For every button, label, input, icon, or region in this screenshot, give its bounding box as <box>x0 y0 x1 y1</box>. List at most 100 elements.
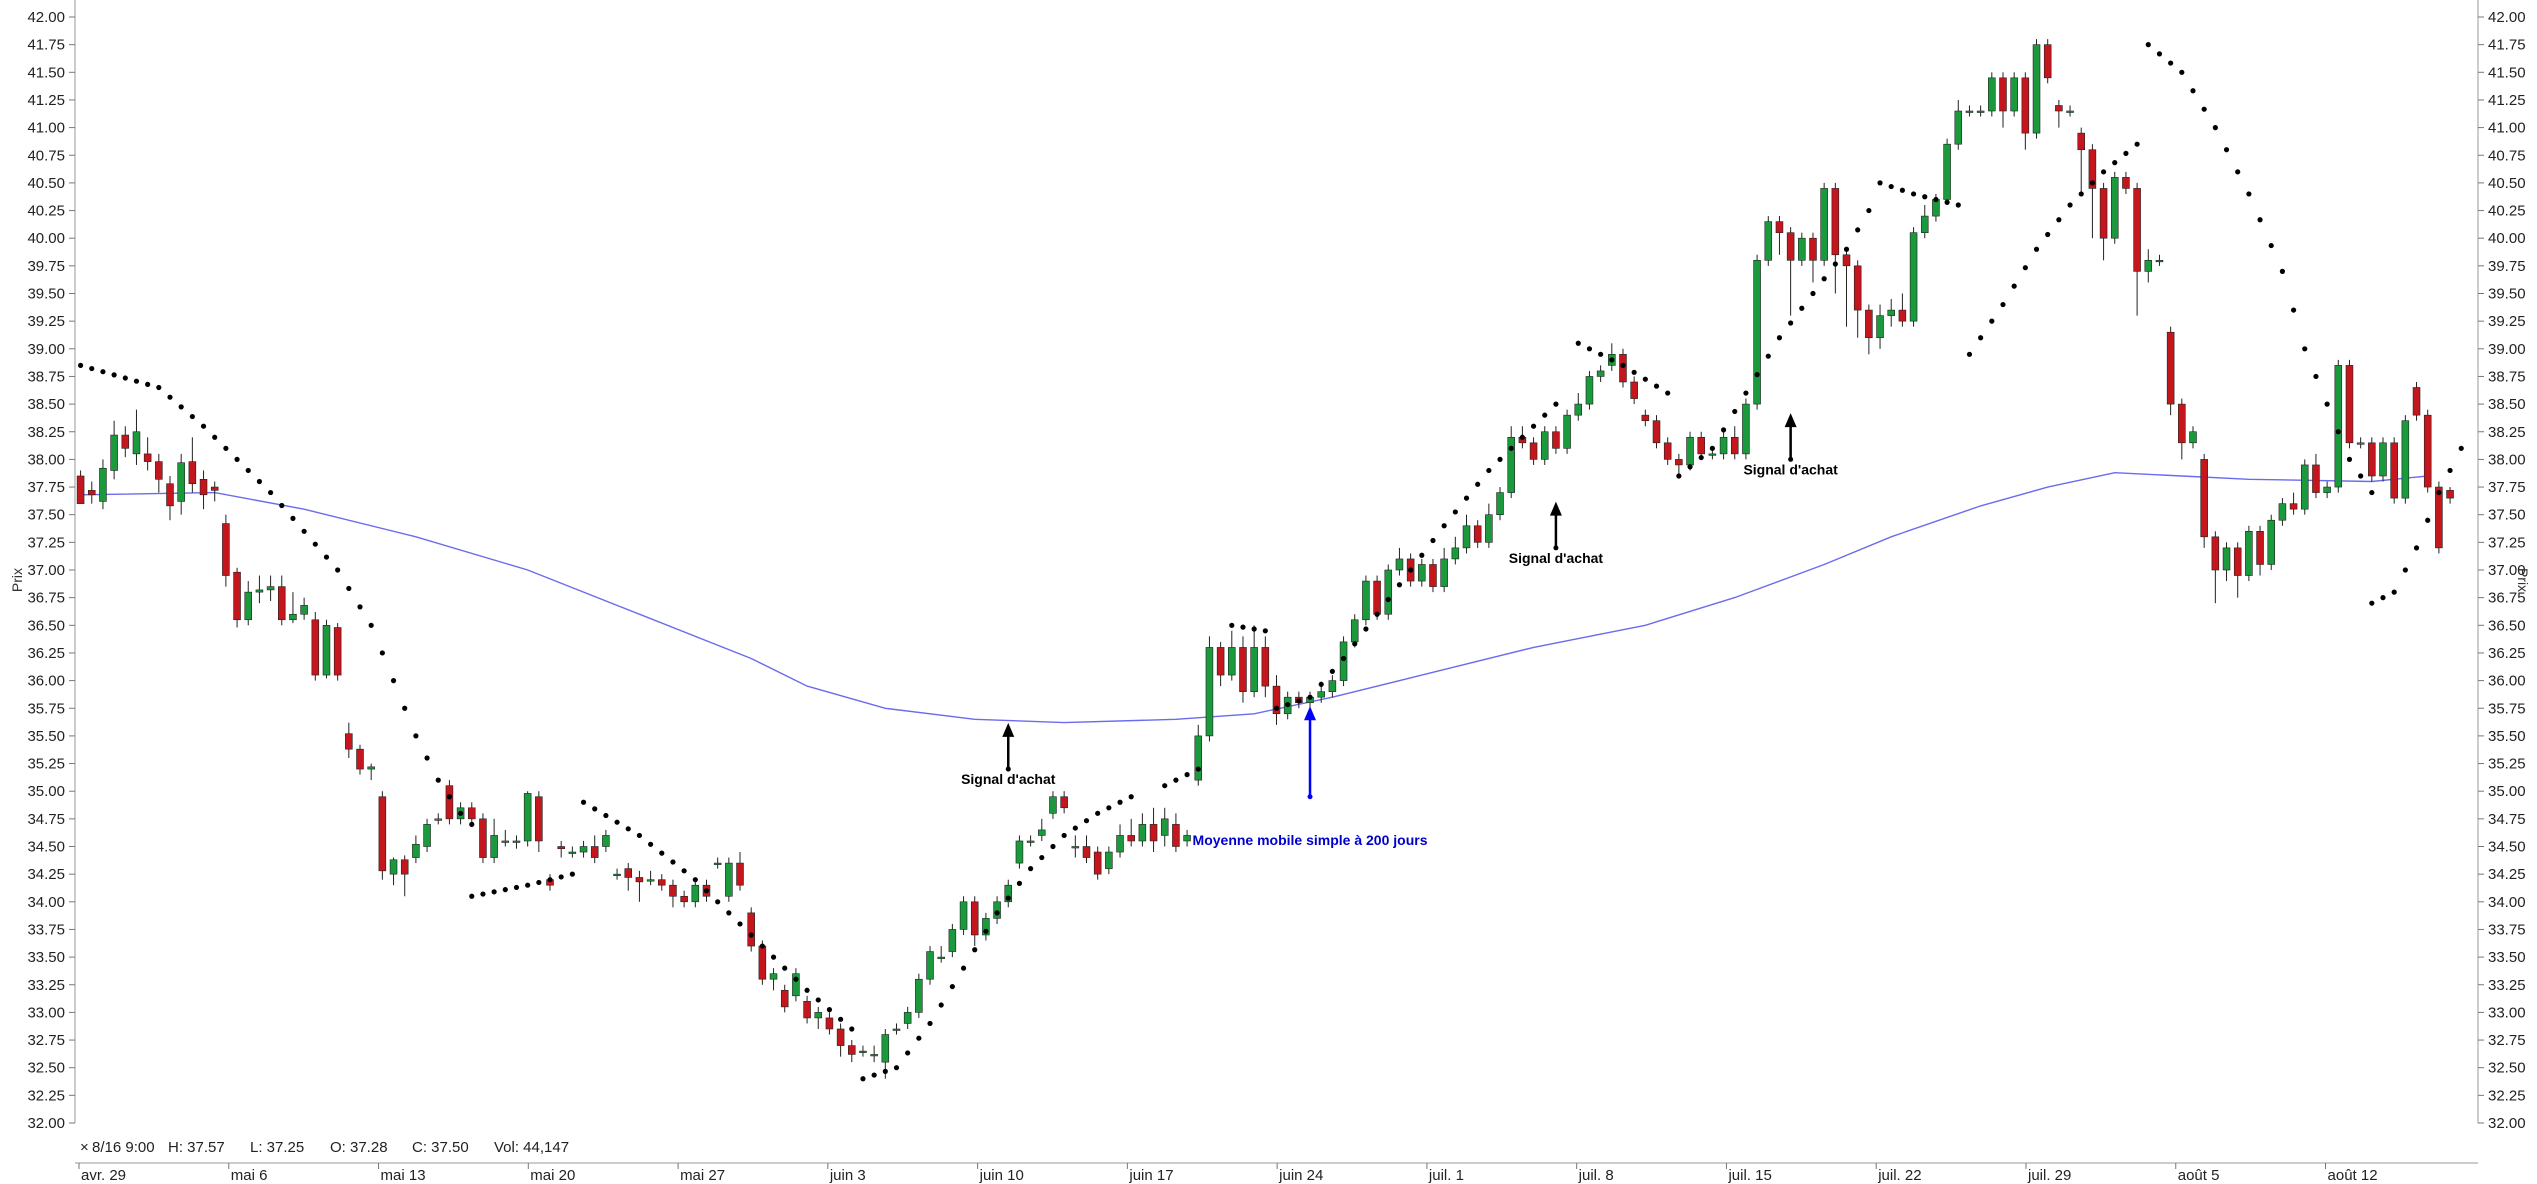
candle <box>859 1045 867 1057</box>
psar-dot <box>189 413 195 420</box>
annotation-arrow-base <box>1005 766 1011 772</box>
y-tick-label-left: 38.75 <box>27 368 65 385</box>
candle <box>1306 691 1314 709</box>
y-tick-label-right: 36.75 <box>2488 590 2526 607</box>
y-tick-label-right: 37.75 <box>2488 479 2526 496</box>
psar-dot <box>1743 390 1749 396</box>
candle-body <box>825 1017 834 1030</box>
candle-body <box>814 1012 823 1019</box>
candle <box>1552 426 1560 454</box>
psar-dot <box>815 997 821 1003</box>
psar-dot <box>793 976 799 982</box>
candle-body <box>1965 110 1974 113</box>
y-tick-label-right: 41.50 <box>2488 64 2526 81</box>
candle-body <box>1730 436 1739 455</box>
candle <box>725 857 733 902</box>
psar-dot <box>2056 217 2062 223</box>
psar-dot <box>1665 390 1671 396</box>
candle <box>1764 216 1773 266</box>
psar-dot <box>1229 622 1235 628</box>
psar-dot <box>1631 369 1637 375</box>
candle-body <box>1473 525 1482 543</box>
candle-body <box>1429 564 1437 587</box>
y-tick-label-left: 35.50 <box>27 728 65 745</box>
psar-dot <box>2022 265 2028 271</box>
candle <box>1440 547 1448 593</box>
y-tick-label-left: 37.00 <box>27 562 65 579</box>
candle <box>445 780 454 825</box>
annotation-arrow-head <box>1304 706 1317 721</box>
candle-body <box>859 1050 867 1053</box>
candle-body <box>535 796 543 842</box>
candle <box>2412 381 2421 421</box>
psar-dot <box>424 755 430 761</box>
candle <box>535 791 543 853</box>
annotation-arrow-head <box>1784 413 1797 428</box>
y-tick-label-right: 38.25 <box>2488 424 2526 441</box>
psar-dot <box>2279 268 2286 274</box>
psar-dot <box>1609 357 1615 363</box>
candle-body <box>1976 110 1985 113</box>
candle-body <box>1194 735 1203 781</box>
candle-body <box>2066 110 2074 113</box>
candle-body <box>613 873 621 876</box>
candle <box>333 623 342 681</box>
candle <box>1820 182 1828 266</box>
psar-dot <box>1184 772 1190 778</box>
candle <box>1462 514 1471 554</box>
psar-dot <box>770 954 777 960</box>
candle-body <box>501 840 510 843</box>
y-tick-label-left: 39.50 <box>27 286 65 303</box>
candle <box>2110 171 2119 244</box>
psar-dot <box>77 362 84 368</box>
candle <box>1127 818 1135 847</box>
psar-dot <box>871 1072 877 1078</box>
y-tick-label-left: 42.00 <box>27 9 65 26</box>
psar-dot <box>89 365 95 372</box>
candle-body <box>110 434 118 471</box>
candle <box>2133 182 2141 316</box>
psar-dot <box>1776 335 1783 341</box>
x-tick-label: août 5 <box>2178 1167 2220 1184</box>
y-tick-label-left: 40.25 <box>27 203 65 220</box>
candle-body <box>2088 149 2097 189</box>
candle-body <box>1552 431 1560 449</box>
y-tick-label-left: 34.25 <box>27 866 65 883</box>
candle-body <box>356 748 364 770</box>
y-tick-label-right: 39.00 <box>2488 341 2526 358</box>
psar-dot <box>670 859 676 865</box>
psar-dot <box>1050 843 1056 850</box>
candle <box>1585 370 1594 410</box>
candle <box>903 1006 912 1029</box>
x-tick-label: juil. 1 <box>1428 1167 1464 1184</box>
psar-dot <box>1553 401 1559 407</box>
candle <box>1093 846 1102 880</box>
psar-dot <box>1262 628 1268 634</box>
psar-dot <box>1128 794 1134 800</box>
candle-body <box>2233 547 2242 576</box>
candle-body <box>680 895 688 903</box>
y-tick-label-left: 34.75 <box>27 811 65 828</box>
candle-body <box>1496 492 1504 515</box>
psar-dot <box>301 528 307 534</box>
candle-body <box>423 824 431 847</box>
psar-dot <box>267 489 274 496</box>
psar-dot <box>1698 454 1704 461</box>
candle-body <box>1809 237 1817 261</box>
y-tick-label-left: 41.50 <box>27 64 65 81</box>
psar-dot <box>2134 141 2140 147</box>
psar-dot <box>1754 372 1760 378</box>
candle-body <box>88 490 96 496</box>
psar-dot <box>469 821 475 827</box>
psar-dot <box>659 850 665 856</box>
y-tick-label-right: 39.25 <box>2488 313 2526 330</box>
psar-dot <box>1419 552 1425 558</box>
candle-body <box>1082 846 1091 858</box>
candle <box>1988 72 1996 117</box>
candle-body <box>1920 215 1929 233</box>
y-tick-label-right: 36.25 <box>2488 645 2526 662</box>
y-tick-label-right: 34.00 <box>2488 894 2526 911</box>
y-tick-label-right: 37.50 <box>2488 507 2526 524</box>
candle-body <box>2435 486 2443 549</box>
candle <box>1630 376 1638 405</box>
